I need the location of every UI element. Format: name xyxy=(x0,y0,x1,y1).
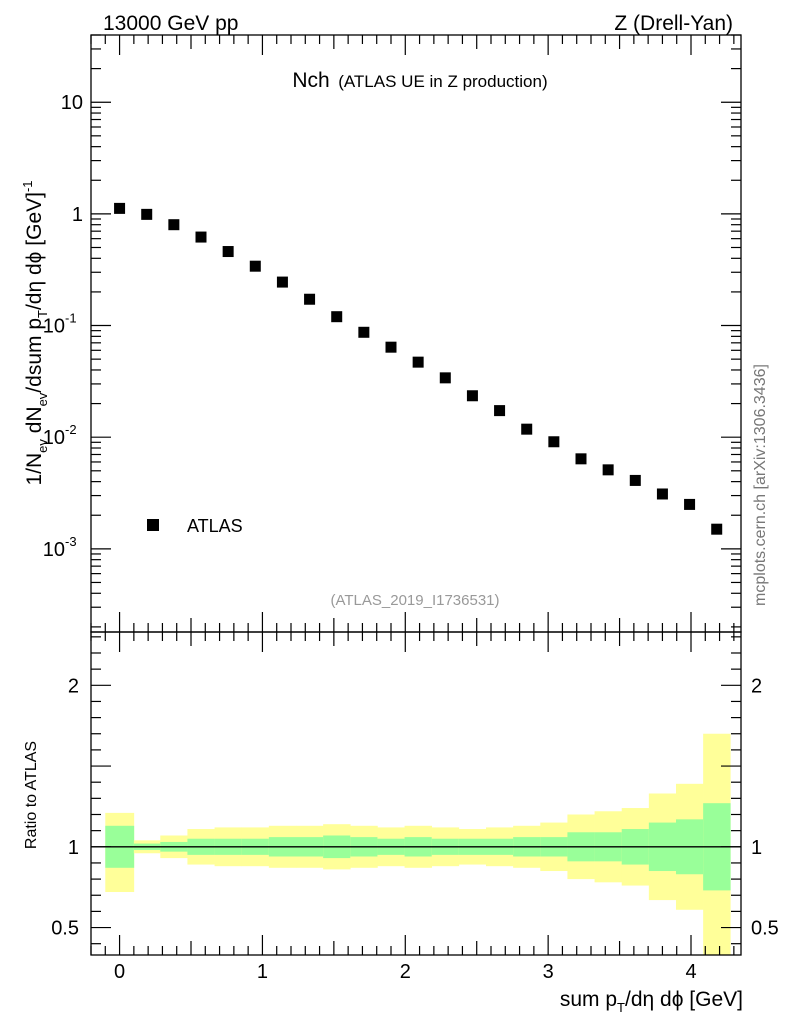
main-y-axis-label: 1/Nev dNev/dsum pT/dη dϕ [GeV]-1 xyxy=(20,180,50,485)
x-tick-label: 1 xyxy=(257,961,268,983)
data-point xyxy=(684,498,696,510)
data-point xyxy=(195,231,207,243)
ratio-y-tick-labels: 2 2 1 1 0.5 0.5 xyxy=(51,675,779,939)
ratio-y-axis-label: Ratio to ATLAS xyxy=(23,741,40,849)
data-point xyxy=(304,293,316,305)
uncertainty-bands xyxy=(105,733,731,955)
side-credit-label: mcplots.cern.ch [arXiv:1306.3436] xyxy=(752,364,769,606)
main-y-tick-label: 1 xyxy=(72,204,83,226)
ratio-y-tick-label-right: 0.5 xyxy=(751,918,779,940)
main-y-tick-label: 10 xyxy=(61,92,83,114)
x-tick-label: 3 xyxy=(543,961,554,983)
data-point xyxy=(222,246,234,258)
ratio-axis-ticks xyxy=(90,632,741,955)
data-point xyxy=(439,372,451,384)
data-point xyxy=(412,356,424,368)
ratio-y-tick-label-left: 0.5 xyxy=(51,918,79,940)
legend-label: ATLAS xyxy=(187,516,243,536)
data-point xyxy=(466,390,478,402)
ratio-y-tick-label-right: 2 xyxy=(751,675,762,697)
data-points xyxy=(114,202,723,535)
legend-marker xyxy=(147,519,159,531)
data-point xyxy=(385,341,397,353)
data-point xyxy=(141,208,153,220)
data-point xyxy=(168,219,180,231)
ratio-y-tick-label-right: 1 xyxy=(751,837,762,859)
main-frame xyxy=(90,34,742,633)
main-y-tick-label: 10 xyxy=(43,539,65,561)
legend: ATLAS xyxy=(147,516,243,536)
main-axis-ticks xyxy=(90,34,741,632)
data-point xyxy=(114,202,126,214)
header-right: Z (Drell-Yan) xyxy=(614,12,733,35)
x-tick-label: 2 xyxy=(400,961,411,983)
header-left: 13000 GeV pp xyxy=(103,12,238,35)
ratio-frame xyxy=(90,631,742,956)
main-y-tick-exponent: -3 xyxy=(65,534,77,549)
data-point xyxy=(602,464,614,476)
data-point xyxy=(331,311,343,323)
x-tick-label: 0 xyxy=(114,961,125,983)
x-tick-label: 4 xyxy=(685,961,696,983)
main-y-tick-label: 10 xyxy=(43,316,65,338)
ratio-y-tick-label-left: 2 xyxy=(68,675,79,697)
plot-title: Nch (ATLAS UE in Z production) xyxy=(292,69,547,92)
data-point xyxy=(656,488,668,500)
data-point xyxy=(548,436,560,448)
main-y-tick-exponent: -2 xyxy=(65,422,77,437)
ratio-y-tick-label-left: 1 xyxy=(68,837,79,859)
data-point xyxy=(575,453,587,465)
ratio-panel: 2 2 1 1 0.5 0.5 0 1 2 3 4 xyxy=(51,631,779,983)
data-point xyxy=(358,326,370,338)
x-axis-label: sum pT/dη dϕ [GeV] xyxy=(560,988,743,1015)
main-y-tick-exponent: -1 xyxy=(65,311,77,326)
data-point xyxy=(276,276,288,288)
data-point xyxy=(629,474,641,486)
main-y-tick-label: 10 xyxy=(43,427,65,449)
data-point xyxy=(711,523,723,535)
data-point xyxy=(521,423,533,435)
analysis-watermark: (ATLAS_2019_I1736531) xyxy=(330,592,499,609)
data-point xyxy=(494,405,506,417)
data-point xyxy=(249,260,261,272)
x-tick-labels: 0 1 2 3 4 xyxy=(114,961,697,983)
